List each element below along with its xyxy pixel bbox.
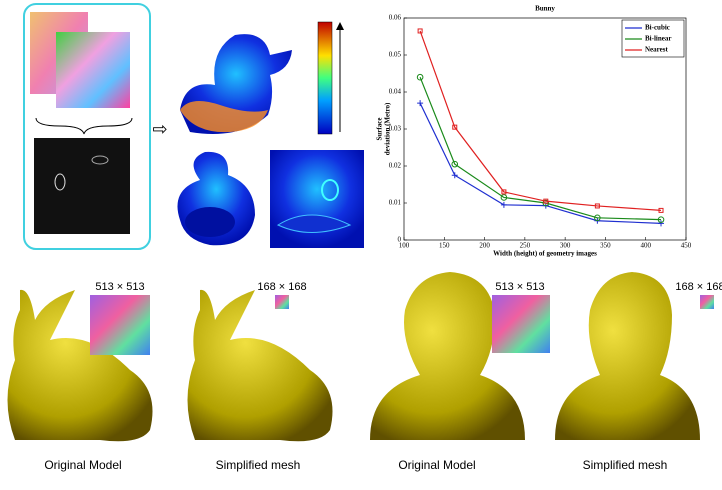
x-tick-label: 100 xyxy=(399,242,410,250)
resolution-label: 513 × 513 xyxy=(95,281,144,293)
arrow: ⇨ xyxy=(152,119,167,139)
y-tick-label: 0.01 xyxy=(389,199,402,207)
duck-render xyxy=(185,207,235,237)
marker xyxy=(657,216,665,223)
marker xyxy=(451,172,458,179)
colorbar xyxy=(317,21,333,135)
bust-model xyxy=(555,272,700,440)
x-tick-label: 150 xyxy=(439,242,450,250)
caption: Original Model xyxy=(398,458,475,472)
y-tick-label: 0.06 xyxy=(389,14,402,22)
series-line xyxy=(419,102,662,224)
marker xyxy=(594,214,601,222)
geometry-image-inset xyxy=(492,295,550,353)
y-tick-label: 0.05 xyxy=(389,51,402,59)
resolution-label: 513 × 513 xyxy=(495,281,544,293)
marker xyxy=(416,73,424,81)
geometry-image-inset xyxy=(275,295,289,309)
panel-frame xyxy=(23,3,151,250)
resolution-label: 168 × 168 xyxy=(257,281,306,293)
caption: Simplified mesh xyxy=(583,458,668,472)
line-chart: Bunny Width (height) of geometry images … xyxy=(376,5,692,258)
duck-closeup xyxy=(270,150,364,248)
bunny-model xyxy=(7,289,153,442)
x-tick-label: 250 xyxy=(520,242,531,250)
marker xyxy=(501,189,507,195)
legend-label: Bi-linear xyxy=(645,35,671,43)
x-axis-label: Width (height) of geometry images xyxy=(493,250,597,258)
normal-map xyxy=(56,32,130,108)
y-tick-label: 0.03 xyxy=(389,125,402,133)
deviation-map xyxy=(34,138,130,234)
marker xyxy=(417,100,424,107)
marker xyxy=(658,207,664,213)
geometry-image-inset xyxy=(90,295,150,355)
bunny xyxy=(7,289,333,442)
caption: Simplified mesh xyxy=(216,458,301,472)
marker xyxy=(542,199,550,207)
legend-label: Nearest xyxy=(645,46,668,54)
bust-model xyxy=(370,272,525,440)
marker xyxy=(452,124,458,130)
arrow xyxy=(336,22,344,30)
y-tick-label: 0 xyxy=(398,236,402,244)
series-line xyxy=(419,76,662,221)
y-axis-label: deviation (Metro) xyxy=(384,102,392,155)
x-tick-label: 200 xyxy=(479,242,490,250)
resolution-label: 168 × 168 xyxy=(675,281,722,293)
bunny-model xyxy=(187,289,333,442)
marker xyxy=(417,28,423,34)
marker xyxy=(500,194,508,201)
duck-closeup xyxy=(321,179,339,201)
marker xyxy=(451,160,459,168)
beethoven xyxy=(370,272,700,440)
caption: Original Model xyxy=(44,458,121,472)
y-tick-label: 0.04 xyxy=(389,88,402,96)
marker xyxy=(658,220,665,227)
series-line xyxy=(419,30,662,211)
x-tick-label: 450 xyxy=(681,242,692,250)
marker xyxy=(594,203,600,209)
deviation-map xyxy=(91,155,109,165)
x-tick-label: 300 xyxy=(560,242,571,250)
brace xyxy=(35,117,133,135)
x-tick-label: 350 xyxy=(600,242,611,250)
chart-title: Bunny xyxy=(535,5,555,13)
x-tick-label: 400 xyxy=(640,242,651,250)
duck-closeup xyxy=(276,214,352,233)
y-axis-label: Surface xyxy=(376,118,384,141)
marker xyxy=(543,198,549,204)
marker xyxy=(500,201,507,208)
duck-render xyxy=(180,101,268,133)
legend-label: Bi-cubic xyxy=(645,24,670,32)
deviation-map xyxy=(54,173,66,191)
geometry-image-inset xyxy=(700,295,714,309)
y-tick-label: 0.02 xyxy=(389,162,402,170)
